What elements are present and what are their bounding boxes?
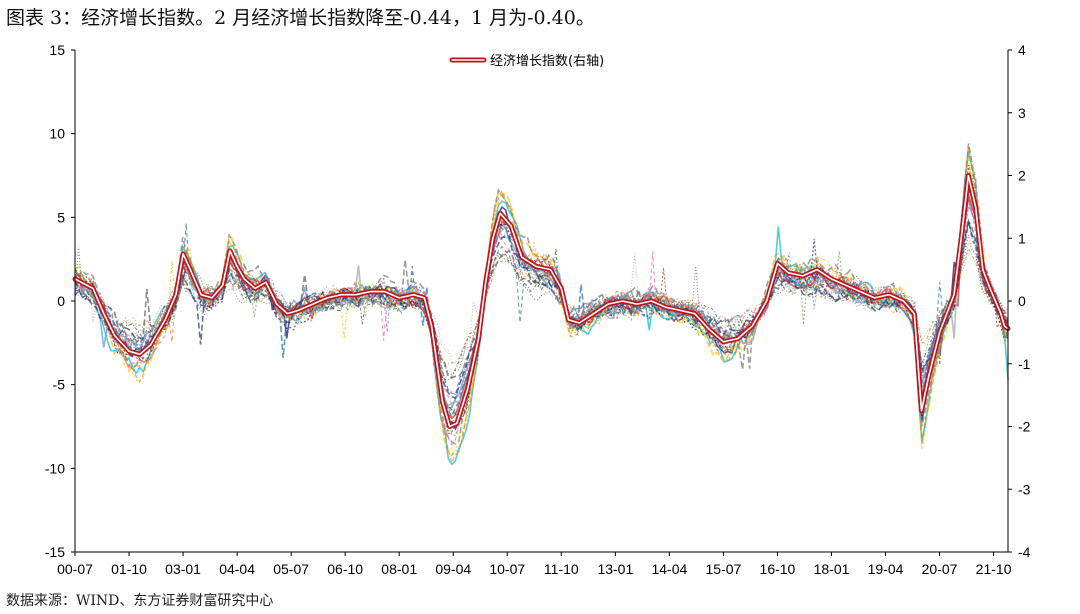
- component-line: [74, 185, 1009, 437]
- component-line: [74, 148, 1009, 465]
- left-tick-label: 10: [49, 126, 65, 142]
- chart-title: 图表 3：经济增长指数。2 月经济增长指数降至-0.44，1 月为-0.40。: [6, 7, 595, 29]
- growth-index-line-inner: [74, 174, 1009, 428]
- component-line: [74, 221, 1009, 381]
- component-indicator-lines: [74, 143, 1009, 466]
- right-tick-label: 1: [1018, 230, 1026, 246]
- component-line: [75, 188, 1009, 431]
- right-tick-label: -4: [1018, 544, 1031, 560]
- x-tick-label: 00-07: [57, 561, 93, 577]
- right-tick-label: 3: [1018, 105, 1026, 121]
- right-tick-label: 2: [1018, 168, 1026, 184]
- legend-label: 经济增长指数(右轴): [490, 54, 604, 69]
- component-line: [74, 175, 1009, 446]
- component-line: [74, 152, 1009, 466]
- x-tick-label: 13-01: [597, 561, 633, 577]
- legend: 经济增长指数(右轴): [449, 54, 604, 69]
- x-tick-label: 15-07: [706, 561, 742, 577]
- right-tick-label: -3: [1018, 481, 1031, 497]
- component-line: [74, 145, 1009, 458]
- x-tick-label: 09-04: [435, 561, 471, 577]
- right-tick-label: -2: [1018, 419, 1031, 435]
- x-tick-label: 03-01: [165, 561, 201, 577]
- left-tick-label: 5: [57, 209, 65, 225]
- component-line: [74, 221, 1009, 395]
- component-line: [74, 234, 1009, 376]
- right-tick-label: -1: [1018, 356, 1031, 372]
- x-tick-label: 05-07: [273, 561, 309, 577]
- component-line: [74, 196, 1009, 414]
- left-tick-label: 0: [57, 293, 65, 309]
- right-tick-label: 4: [1018, 42, 1026, 58]
- x-tick-label: 14-04: [651, 561, 687, 577]
- x-tick-label: 11-10: [544, 561, 579, 577]
- x-tick-label: 19-04: [868, 561, 904, 577]
- left-tick-label: 15: [49, 42, 65, 58]
- growth-index-series: [72, 173, 1011, 429]
- left-tick-label: -5: [53, 377, 66, 393]
- x-tick-label: 04-04: [219, 561, 255, 577]
- x-tick-label: 20-07: [922, 561, 958, 577]
- x-tick-label: 08-01: [381, 561, 417, 577]
- x-tick-label: 10-07: [489, 561, 525, 577]
- left-tick-label: -10: [45, 460, 65, 476]
- right-tick-label: 0: [1018, 293, 1026, 309]
- x-tick-label: 06-10: [327, 561, 363, 577]
- component-line: [74, 205, 1009, 414]
- x-tick-label: 21-10: [976, 561, 1012, 577]
- component-line: [74, 220, 1009, 400]
- x-tick-label: 18-01: [814, 561, 850, 577]
- x-tick-label: 16-10: [760, 561, 796, 577]
- left-tick-label: -15: [45, 544, 65, 560]
- x-tick-label: 01-10: [111, 561, 147, 577]
- data-source: 数据来源：WIND、东方证券财富研究中心: [6, 593, 274, 609]
